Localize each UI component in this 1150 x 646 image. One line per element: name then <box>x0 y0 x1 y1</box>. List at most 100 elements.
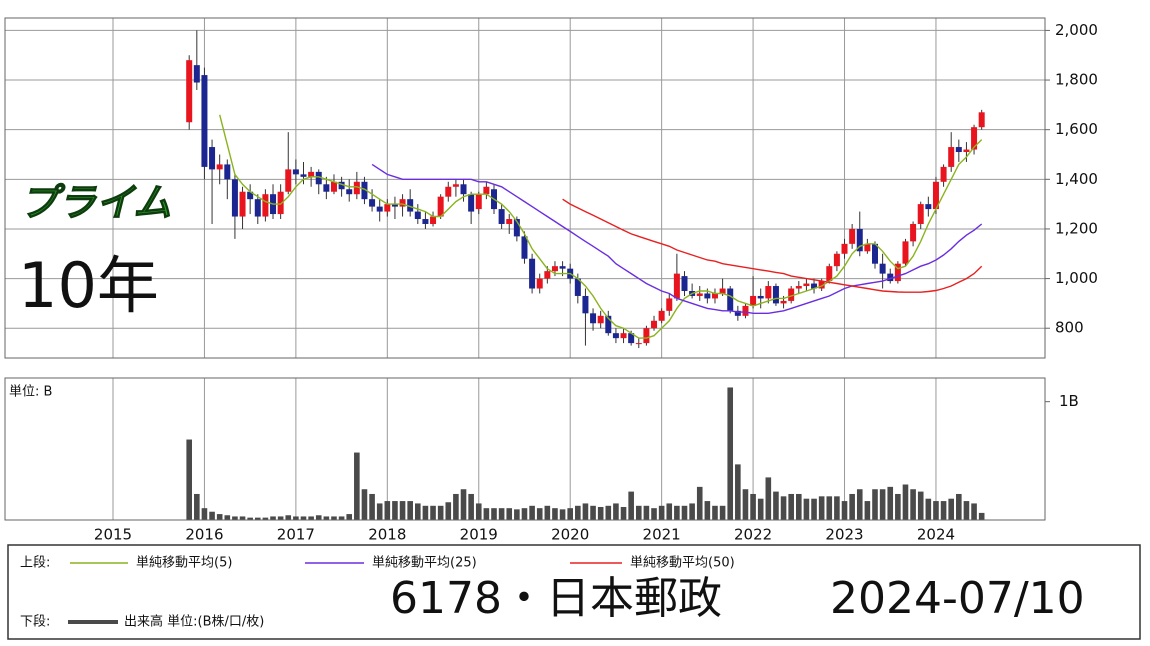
candle-body <box>833 253 840 267</box>
candle-body <box>414 211 421 220</box>
candle-body <box>468 194 475 212</box>
candle-body <box>841 243 848 254</box>
volume-bar <box>445 502 452 520</box>
legend-label: 単純移動平均(25) <box>372 555 477 571</box>
candle-body <box>452 184 459 187</box>
volume-bar <box>765 477 772 520</box>
y-tick-label: 2,000 <box>1055 21 1098 39</box>
volume-bar <box>354 452 360 520</box>
legend-box <box>7 544 1141 640</box>
volume-bar <box>590 505 596 520</box>
market-label: プライム <box>20 181 171 225</box>
candle-body <box>513 219 520 237</box>
volume-bar <box>704 501 711 520</box>
x-tick-label: 2023 <box>825 526 863 544</box>
volume-bar <box>384 501 391 520</box>
volume-bar <box>201 508 208 520</box>
candle-body <box>460 184 467 195</box>
candle-body <box>978 112 985 128</box>
candle-body <box>315 171 322 185</box>
legend-label: 単純移動平均(5) <box>136 555 232 571</box>
volume-bar <box>796 493 802 520</box>
volume-bar <box>933 501 939 520</box>
candle-body <box>772 286 779 304</box>
moving-average-line <box>219 114 983 339</box>
volume-panel <box>112 378 1050 520</box>
volume-bar <box>674 505 680 520</box>
x-tick-label: 2017 <box>277 526 315 544</box>
volume-bar <box>849 493 855 520</box>
candle-body <box>361 181 368 200</box>
volume-bar <box>712 505 718 520</box>
candle-body <box>910 223 917 242</box>
volume-bar <box>575 505 581 520</box>
candle-body <box>894 263 901 282</box>
candle-body <box>353 181 360 195</box>
x-tick-label: 2020 <box>551 526 589 544</box>
candle-body <box>430 216 437 224</box>
volume-bar <box>514 509 520 520</box>
volume-bar <box>826 496 833 520</box>
volume-bar <box>308 516 314 520</box>
chart-date: 2024-07/10 <box>830 573 1085 624</box>
candle-body <box>963 149 970 153</box>
y-tick-label: 1,800 <box>1055 71 1098 89</box>
y-tick-label: 1,200 <box>1055 219 1098 237</box>
candle-body <box>780 300 787 304</box>
volume-bar <box>818 496 825 520</box>
volume-bar <box>613 503 619 520</box>
x-tick-label: 2024 <box>917 526 955 544</box>
volume-bar <box>460 489 467 520</box>
x-tick-label: 2018 <box>368 526 406 544</box>
candle-body <box>300 174 307 177</box>
candle-body <box>628 333 635 344</box>
candle-body <box>666 298 673 311</box>
candle-body <box>971 127 978 150</box>
volume-bar <box>978 512 985 520</box>
price-frame <box>4 17 1046 359</box>
volume-bar <box>262 517 269 520</box>
volume-bar <box>422 505 429 520</box>
candle-body <box>437 196 444 217</box>
volume-bar <box>856 489 863 520</box>
volume-bar <box>399 501 406 520</box>
candle-body <box>818 281 825 289</box>
volume-bar <box>910 489 916 520</box>
candle-body <box>620 333 627 339</box>
legend-volume: 出来高 単位:(B株/口/枚) <box>124 614 264 630</box>
volume-bar <box>643 505 650 520</box>
y-tick-label: 800 <box>1055 319 1084 337</box>
candle-body <box>635 343 642 345</box>
candle-body <box>757 295 764 299</box>
candle-body <box>948 147 955 167</box>
candle-body <box>795 286 802 289</box>
candle-body <box>445 186 452 197</box>
candle-body <box>765 286 772 299</box>
volume-bar <box>658 505 665 520</box>
volume-bar <box>415 503 421 520</box>
moving-average-line <box>562 198 983 293</box>
candle-body <box>711 293 718 299</box>
y-tick-label: 1B <box>1059 392 1079 410</box>
volume-bar <box>696 486 703 520</box>
volume-bar <box>209 511 215 520</box>
volume-bar <box>666 503 673 520</box>
volume-bar <box>689 503 695 520</box>
candle-body <box>917 204 924 224</box>
candle-body <box>658 310 665 321</box>
candle-body <box>582 295 589 314</box>
candle-body <box>498 209 505 224</box>
candle-body <box>849 228 856 244</box>
volume-bar <box>841 501 848 520</box>
volume-bar <box>529 505 535 520</box>
candle-body <box>551 266 558 272</box>
volume-bar <box>475 503 482 520</box>
candle-body <box>750 295 757 306</box>
candle-body <box>574 278 581 296</box>
volume-bar <box>872 489 878 520</box>
volume-bar <box>498 508 505 520</box>
volume-bar <box>521 508 528 520</box>
candle-body <box>323 184 330 192</box>
